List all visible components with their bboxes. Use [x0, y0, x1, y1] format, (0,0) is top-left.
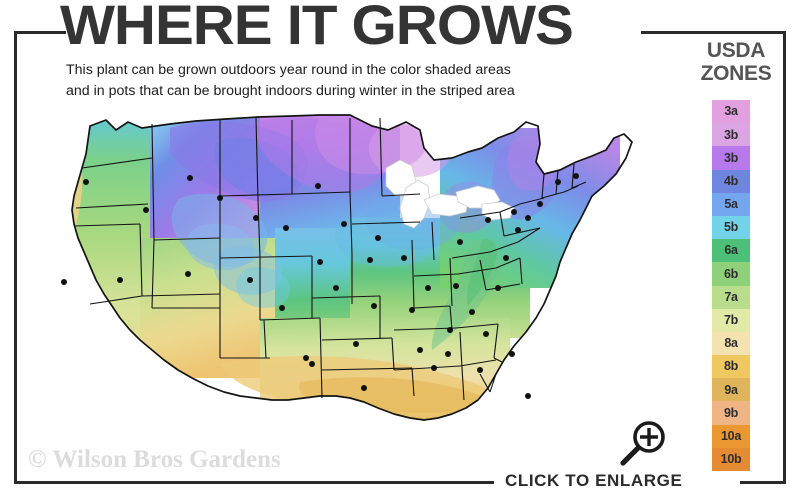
zone-swatch-3b-a[interactable]: 3b — [712, 123, 750, 147]
watermark-copyright: © Wilson Bros Gardens — [28, 446, 281, 473]
frame-border-left — [14, 31, 17, 484]
zone-swatch-9b[interactable]: 9b — [712, 401, 750, 425]
legend-heading-line-1: USDA — [706, 39, 766, 62]
usa-outline — [71, 114, 633, 421]
zone-swatch-10a[interactable]: 10a — [712, 424, 750, 448]
frame-border-right — [783, 31, 786, 484]
zone-swatch-6a[interactable]: 6a — [712, 239, 750, 263]
zone-swatch-8a[interactable]: 8a — [712, 331, 750, 356]
zone-swatch-4b[interactable]: 4b — [712, 169, 750, 193]
zone-swatch-3a[interactable]: 3a — [712, 100, 750, 124]
subtitle-line-2: and in pots that can be brought indoors … — [66, 83, 515, 100]
legend-heading-line-2: ZONES — [700, 61, 772, 85]
map-container[interactable] — [20, 108, 680, 476]
usda-zone-legend: 3a 3b 3b 4b 5a 5b 6a 6b 7a 7b 8a 8b 9a 9b 10a 10b — [712, 100, 750, 471]
great-lakes — [385, 159, 515, 229]
legend-heading: USDA ZONES — [688, 39, 784, 85]
usda-zone-map[interactable] — [20, 108, 680, 476]
zone-swatch-10b[interactable]: 10b — [712, 447, 750, 471]
frame-border-top-left — [14, 31, 66, 34]
frame-border-top-right — [641, 31, 786, 34]
zone-swatch-6b[interactable]: 6b — [712, 262, 750, 286]
zone-swatch-5b[interactable]: 5b — [712, 215, 750, 240]
frame-border-bottom-right — [740, 481, 786, 484]
zone-swatch-9a[interactable]: 9a — [712, 378, 750, 402]
magnifier-plus-icon[interactable] — [616, 418, 672, 470]
frame-border-bottom-left — [14, 481, 494, 484]
city-dots — [61, 173, 579, 399]
click-to-enlarge-label[interactable]: CLICK TO ENLARGE — [505, 471, 683, 490]
zone-swatch-7b[interactable]: 7b — [712, 308, 750, 332]
page-title: WHERE IT GROWS — [60, 0, 574, 56]
subtitle-text: This plant can be grown outdoors year ro… — [66, 60, 626, 103]
zone-swatch-5a[interactable]: 5a — [712, 192, 750, 216]
zone-swatch-8b[interactable]: 8b — [712, 355, 750, 379]
zone-swatch-3b-b[interactable]: 3b — [712, 146, 750, 170]
subtitle-line-1: This plant can be grown outdoors year ro… — [66, 62, 511, 78]
zone-swatch-7a[interactable]: 7a — [712, 285, 750, 309]
